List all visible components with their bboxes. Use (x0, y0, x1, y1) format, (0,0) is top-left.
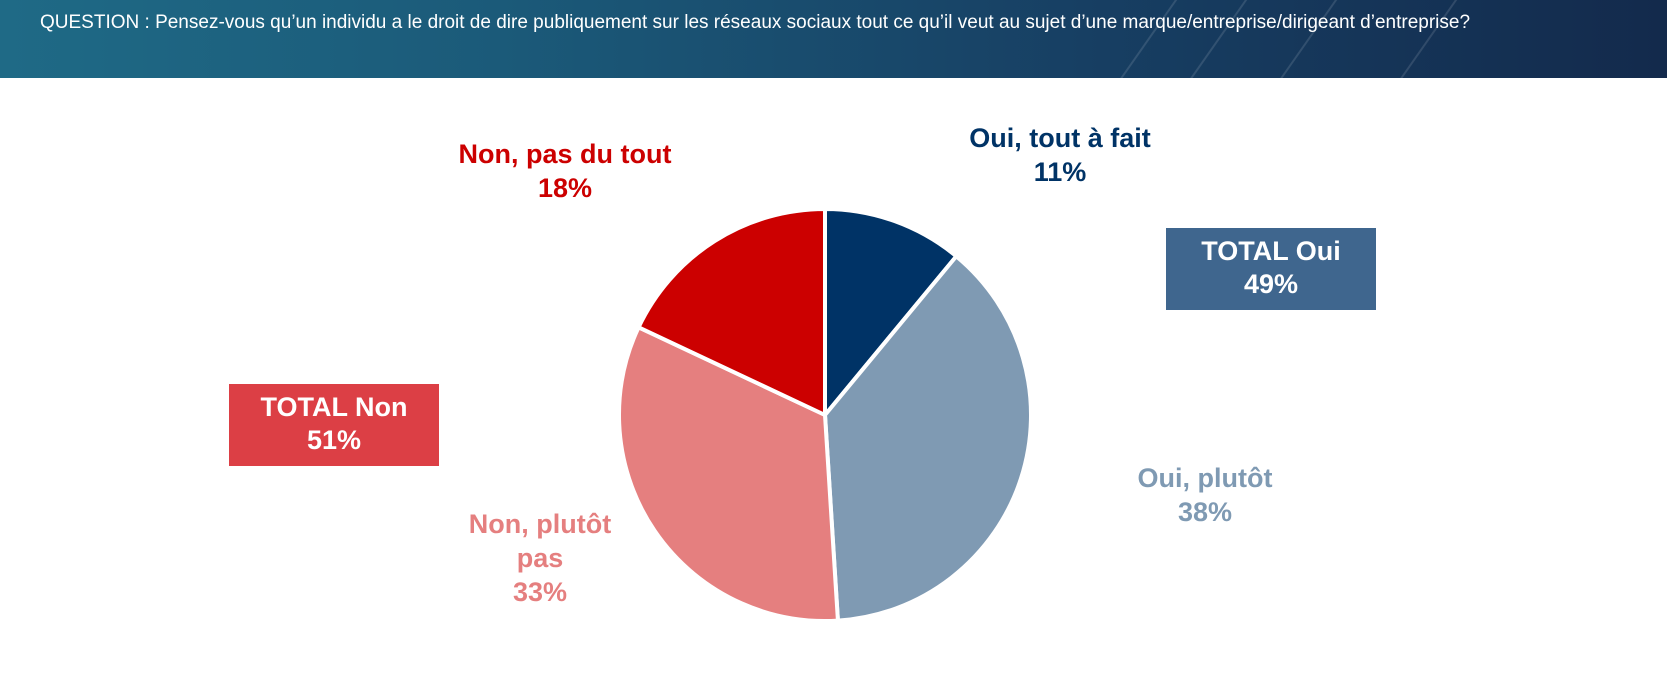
slice-oui-tout-a-fait (823, 207, 959, 417)
total-oui-value: 49% (1243, 269, 1299, 299)
label-non-plutot-pas-line2: pas (516, 543, 564, 573)
label-oui-tout-a-fait: Oui, tout à fait 11% (940, 121, 1180, 189)
total-non-label: TOTAL Non (260, 392, 408, 422)
total-non-value: 51% (306, 425, 362, 455)
label-oui-plutot-text: Oui, plutôt (1137, 463, 1273, 493)
label-oui-plutot-value: 38% (1177, 497, 1233, 527)
label-non-plutot-pas: Non, plutôt pas 33% (440, 507, 640, 609)
label-oui-plutot: Oui, plutôt 38% (1095, 461, 1315, 529)
label-oui-tout-a-fait-text: Oui, tout à fait (969, 123, 1151, 153)
total-non-box: TOTAL Non 51% (229, 384, 439, 466)
label-non-pas-du-tout-text: Non, pas du tout (458, 139, 672, 169)
question-text: QUESTION : Pensez-vous qu’un individu a … (40, 12, 1471, 33)
header-banner: QUESTION : Pensez-vous qu’un individu a … (0, 0, 1667, 78)
label-non-plutot-pas-value: 33% (512, 577, 568, 607)
label-non-pas-du-tout: Non, pas du tout 18% (420, 137, 710, 205)
label-non-pas-du-tout-value: 18% (537, 173, 593, 203)
label-oui-tout-a-fait-value: 11% (1033, 157, 1087, 187)
total-oui-label: TOTAL Oui (1201, 236, 1341, 266)
slice-non-pas-du-tout (636, 207, 827, 417)
label-non-plutot-pas-line1: Non, plutôt (468, 509, 612, 539)
slice-oui-plutot (823, 254, 1033, 623)
slice-non-plutot-pas (617, 325, 840, 623)
total-oui-box: TOTAL Oui 49% (1166, 228, 1376, 310)
